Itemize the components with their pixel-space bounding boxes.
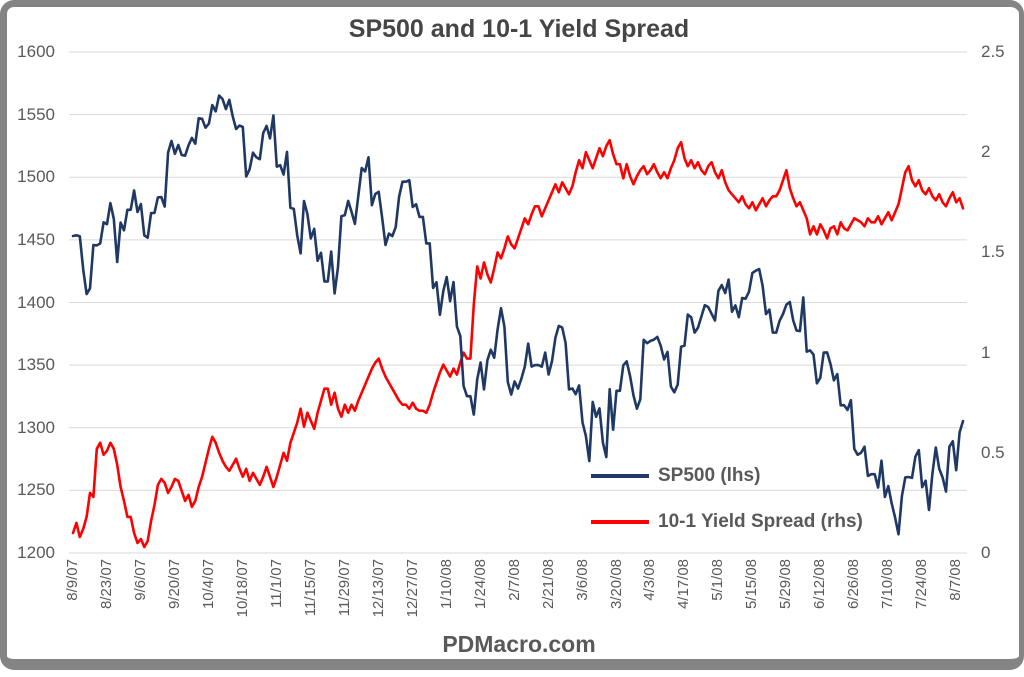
x-axis-tick-label: 10/4/07 [200,559,217,610]
x-axis-tick-label: 11/1/07 [268,559,285,608]
x-axis-tick-label: 8/23/07 [98,559,115,610]
x-axis-tick-label: 7/10/08 [879,559,896,610]
x-axis-tick-label: 3/20/08 [608,559,625,610]
x-axis-tick-label: 6/12/08 [811,559,828,610]
x-axis-tick-label: 2/7/08 [506,559,523,601]
left-axis-tick-label: 1400 [17,293,55,312]
legend-item-yield-spread: 10-1 Yield Spread (rhs) [591,511,863,533]
x-axis-tick-label: 9/6/07 [132,559,149,601]
sp500-legend-label: SP500 (lhs) [658,465,761,486]
yield-spread-line-series [71,138,965,549]
sp500-legend-line [591,474,649,478]
x-axis-tick-label: 6/26/08 [845,559,862,610]
left-axis-tick-label: 1550 [17,105,55,124]
x-axis-tick-label: 5/15/08 [743,559,760,610]
left-axis-tick-label: 1200 [17,543,55,562]
left-axis-tick-label: 1450 [17,230,55,249]
plot-area [69,51,967,554]
x-axis-tick-label: 11/15/07 [302,559,319,617]
x-axis-tick-label: 8/9/07 [64,559,81,601]
x-axis-tick-label: 1/24/08 [472,559,489,610]
gridlines [69,51,967,554]
right-axis-tick-label: 0 [981,543,991,562]
x-axis-tick-label: 4/17/08 [675,559,692,610]
x-axis-tick-label: 12/27/07 [404,559,421,618]
footer-watermark: PDMacro.com [442,631,596,657]
right-axis-tick-label: 1 [981,343,991,362]
x-axis-tick-label: 12/13/07 [370,559,387,618]
legend-item-sp500: SP500 (lhs) [591,465,863,487]
x-axis-tick-label: 10/18/07 [234,559,251,618]
legend: SP500 (lhs) 10-1 Yield Spread (rhs) [591,465,863,533]
yield-spread-legend-label: 10-1 Yield Spread (rhs) [658,511,863,532]
left-axis-tick-label: 1600 [17,42,55,61]
right-axis-tick-label: 1.5 [981,242,1005,261]
chart-title: SP500 and 10-1 Yield Spread [348,15,690,43]
x-axis-tick-label: 5/1/08 [709,559,726,601]
x-axis-tick-label: 1/10/08 [438,559,455,610]
yield-spread-legend-line [591,520,649,524]
left-axis-tick-label: 1500 [17,167,55,186]
x-axis-tick-label: 7/24/08 [913,559,930,610]
left-axis-tick-label: 1250 [17,480,55,499]
sp500-line-series [71,94,965,536]
x-axis-tick-label: 9/20/07 [166,559,183,610]
right-axis-tick-label: 2 [981,142,991,161]
x-axis-tick-label: 4/3/08 [641,559,658,601]
left-axis-tick-label: 1350 [17,355,55,374]
x-axis-tick-label: 11/29/07 [336,559,353,617]
x-axis-tick-label: 3/6/08 [574,559,591,601]
left-axis-tick-label: 1300 [17,418,55,437]
right-axis-tick-label: 0.5 [981,443,1005,462]
x-axis-tick-label: 8/7/08 [947,559,964,601]
x-axis-tick-label: 5/29/08 [777,559,794,610]
right-axis-tick-label: 2.5 [981,42,1005,61]
x-axis-tick-label: 2/21/08 [540,559,557,610]
